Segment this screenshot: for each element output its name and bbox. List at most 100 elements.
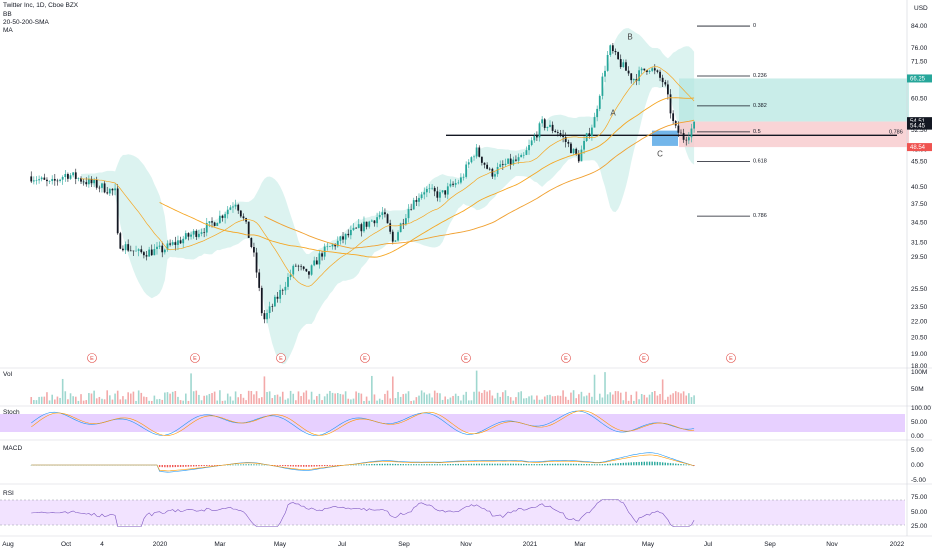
macd-histogram-bar bbox=[478, 463, 480, 466]
volume-bar bbox=[240, 393, 242, 404]
macd-histogram-bar bbox=[274, 465, 276, 466]
candle-body bbox=[163, 249, 166, 253]
rsi-pane-label[interactable]: RSI bbox=[3, 490, 14, 497]
candle-body bbox=[609, 45, 612, 55]
volume-bar bbox=[179, 400, 182, 404]
volume-bar bbox=[213, 391, 216, 404]
candle-body bbox=[528, 145, 530, 151]
indicator-bb-label[interactable]: BB bbox=[3, 11, 12, 18]
volume-bar bbox=[132, 391, 135, 404]
candle-body bbox=[169, 243, 171, 245]
candle-body bbox=[475, 147, 478, 157]
volume-bar bbox=[90, 393, 93, 404]
volume-bar bbox=[488, 390, 491, 404]
macd-histogram-bar bbox=[358, 464, 360, 466]
volume-bar bbox=[373, 394, 376, 404]
candle-body bbox=[258, 272, 261, 288]
stoch-pane-label[interactable]: Stoch bbox=[3, 409, 20, 416]
pane-tick-label: 50.00 bbox=[911, 419, 928, 426]
volume-bar bbox=[143, 396, 145, 404]
indicator-sma-label[interactable]: 20-50-200-SMA bbox=[3, 19, 49, 26]
volume-bar bbox=[538, 399, 541, 404]
sma-50-line bbox=[159, 97, 695, 258]
volume-bar bbox=[224, 400, 226, 404]
candle-body bbox=[564, 136, 567, 142]
candle-body bbox=[399, 223, 402, 233]
candle-body bbox=[575, 148, 578, 155]
volume-bar bbox=[59, 397, 61, 404]
volume-bar bbox=[82, 400, 85, 404]
macd-histogram-bar bbox=[562, 463, 564, 466]
volume-bar bbox=[326, 393, 329, 404]
macd-histogram-bar bbox=[295, 465, 297, 467]
volume-bar bbox=[635, 391, 638, 404]
macd-histogram-bar bbox=[282, 465, 284, 467]
candle-body bbox=[271, 306, 274, 307]
candle-body bbox=[190, 234, 192, 237]
macd-histogram-bar bbox=[410, 464, 412, 466]
volume-bar bbox=[347, 398, 350, 404]
volume-bar bbox=[664, 399, 667, 404]
volume-bar bbox=[237, 397, 240, 404]
candle-body bbox=[300, 266, 302, 267]
macd-histogram-bar bbox=[187, 465, 190, 467]
macd-histogram-bar bbox=[355, 464, 357, 466]
volume-bar bbox=[109, 395, 111, 404]
candle-body bbox=[74, 172, 77, 179]
macd-histogram-bar bbox=[635, 462, 638, 466]
annotations: A B C E E E E E E E E bbox=[87, 33, 736, 363]
macd-histogram-bar bbox=[316, 465, 318, 467]
candle-body bbox=[501, 164, 504, 166]
macd-histogram-bar bbox=[381, 463, 384, 466]
candle-body bbox=[93, 179, 96, 184]
volume-bar bbox=[672, 393, 674, 404]
volume-bar bbox=[617, 391, 619, 404]
earnings-badge bbox=[276, 353, 286, 363]
earnings-badge-label: E bbox=[193, 356, 197, 362]
macd-histogram-bar bbox=[617, 463, 619, 466]
position-zones bbox=[652, 78, 909, 148]
macd-pane-label[interactable]: MACD bbox=[3, 445, 23, 452]
macd-histogram-bar bbox=[263, 464, 266, 466]
candle-body bbox=[646, 70, 648, 72]
volume-bar bbox=[486, 391, 488, 404]
macd-histogram-bar bbox=[528, 464, 530, 466]
volume-bar bbox=[297, 391, 300, 404]
volume-bar bbox=[64, 391, 67, 404]
macd-histogram-bar bbox=[447, 464, 449, 466]
time-tick-label: Jul bbox=[704, 541, 713, 548]
volume-bar bbox=[292, 393, 295, 404]
candle-body bbox=[680, 132, 682, 134]
candle-body bbox=[509, 158, 512, 165]
candle-body bbox=[77, 178, 80, 179]
volume-bar bbox=[549, 394, 551, 404]
candle-body bbox=[541, 119, 544, 124]
macd-histogram-bar bbox=[507, 463, 509, 466]
volume-pane-label[interactable]: Vol bbox=[3, 371, 13, 378]
candle-body bbox=[630, 73, 633, 81]
volume-bar bbox=[187, 400, 190, 404]
volume-bar bbox=[520, 391, 522, 404]
volume-bar bbox=[551, 396, 554, 404]
candle-body bbox=[549, 124, 551, 127]
candle-body bbox=[342, 236, 344, 240]
volume-bar bbox=[439, 393, 441, 404]
entry-box bbox=[652, 130, 678, 146]
macd-histogram-bar bbox=[423, 464, 425, 466]
candle-body bbox=[389, 223, 392, 232]
volume-bar bbox=[384, 393, 386, 404]
macd-histogram-bar bbox=[279, 465, 281, 466]
volume-bar bbox=[80, 394, 82, 404]
macd-histogram-bar bbox=[368, 464, 370, 466]
volume-bar bbox=[250, 391, 253, 404]
macd-histogram-bar bbox=[363, 464, 365, 466]
volume-bar bbox=[415, 397, 418, 404]
candle-body bbox=[499, 164, 502, 167]
candle-body bbox=[431, 187, 433, 189]
candle-body bbox=[412, 200, 415, 210]
macd-histogram-bar bbox=[229, 464, 232, 466]
macd-histogram-bar bbox=[606, 463, 609, 466]
indicator-ma-label[interactable]: MA bbox=[3, 27, 13, 34]
candle-body bbox=[672, 113, 675, 122]
